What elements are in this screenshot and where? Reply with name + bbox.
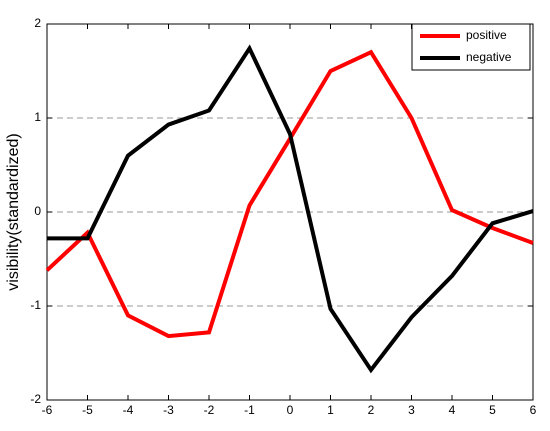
y-axis-label: visibility(standardized): [5, 133, 22, 290]
x-tick-label: 6: [530, 403, 537, 417]
x-tick-label: 4: [449, 403, 456, 417]
x-tick-label: 2: [368, 403, 375, 417]
x-tick-label: -6: [42, 403, 53, 417]
x-tick-label: 1: [327, 403, 334, 417]
line-series: [47, 44, 534, 374]
legend-label: negative: [466, 50, 512, 64]
y-tick-label: -2: [30, 392, 41, 406]
x-tick-label: -1: [244, 403, 255, 417]
x-tick-label: -2: [204, 403, 215, 417]
legend-label: positive: [466, 28, 507, 42]
y-tick-label: 0: [34, 204, 41, 218]
x-tick-label: -5: [82, 403, 93, 417]
x-tick-label: 3: [408, 403, 415, 417]
legend-box: [411, 23, 531, 71]
x-tick-label: -3: [163, 403, 174, 417]
y-tick-label: 1: [34, 110, 41, 124]
line-series: [45, 49, 534, 339]
y-tick-label: 2: [34, 16, 41, 30]
x-tick-label: 0: [287, 403, 294, 417]
y-tick-label: -1: [30, 298, 41, 312]
x-tick-label: 5: [489, 403, 496, 417]
x-tick-label: -4: [123, 403, 134, 417]
